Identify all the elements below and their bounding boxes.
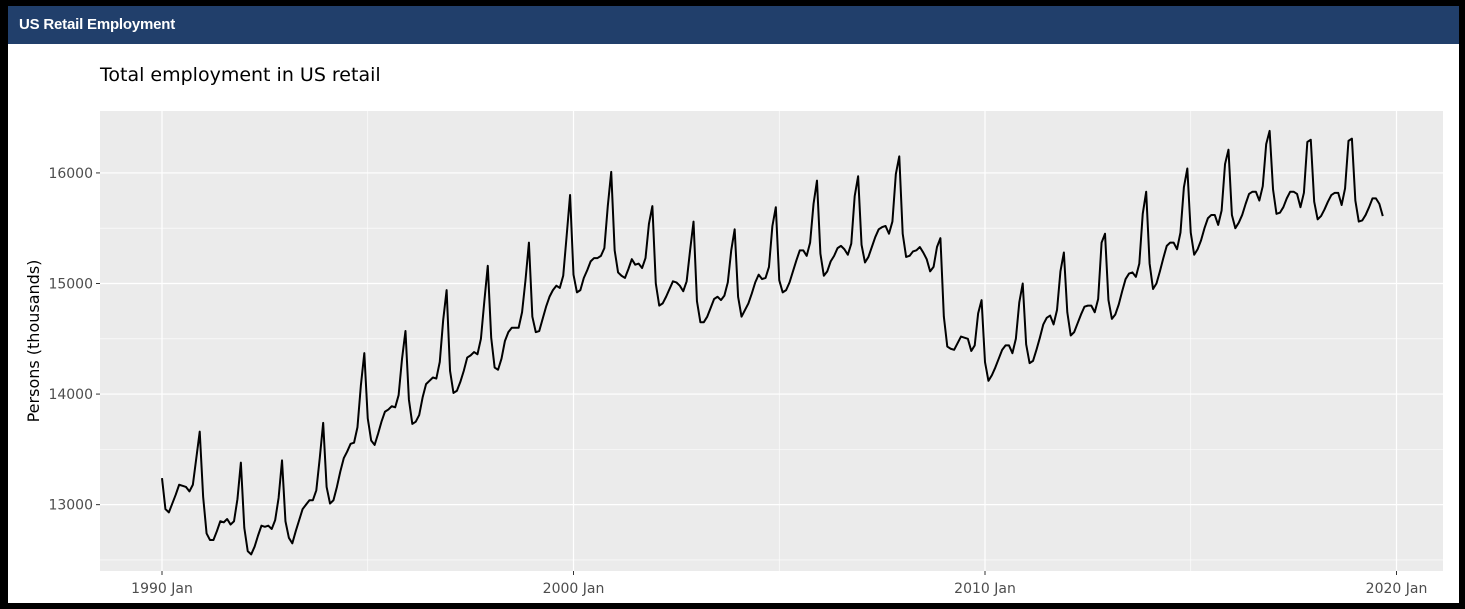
y-axis-label: Persons (thousands) [24,260,43,423]
series-line [161,129,1384,556]
chart-container: Total employment in US retail 13000 14000… [8,44,1459,603]
series-layer [161,129,1384,556]
y-tick-label: 14000 [48,387,93,403]
x-tick-label: 1990 Jan [131,581,193,597]
y-tick-label: 15000 [48,277,93,293]
x-tick-label: 2010 Jan [954,581,1016,597]
line-chart: Total employment in US retail 13000 14000… [24,64,1443,597]
x-tick-label: 2000 Jan [543,581,605,597]
y-tick-label: 16000 [48,166,93,182]
gridlines [100,111,1443,571]
y-tick-label: 13000 [48,498,93,514]
plot-background [100,111,1443,571]
x-tick-label: 2020 Jan [1366,581,1428,597]
panel-card: US Retail Employment Total employment in… [8,6,1459,603]
axes: 13000 14000 15000 16000 1990 Jan 2000 Jan 2010… [48,166,1427,597]
chart-title: Total employment in US retail [99,64,381,86]
panel-title: US Retail Employment [8,6,1459,44]
